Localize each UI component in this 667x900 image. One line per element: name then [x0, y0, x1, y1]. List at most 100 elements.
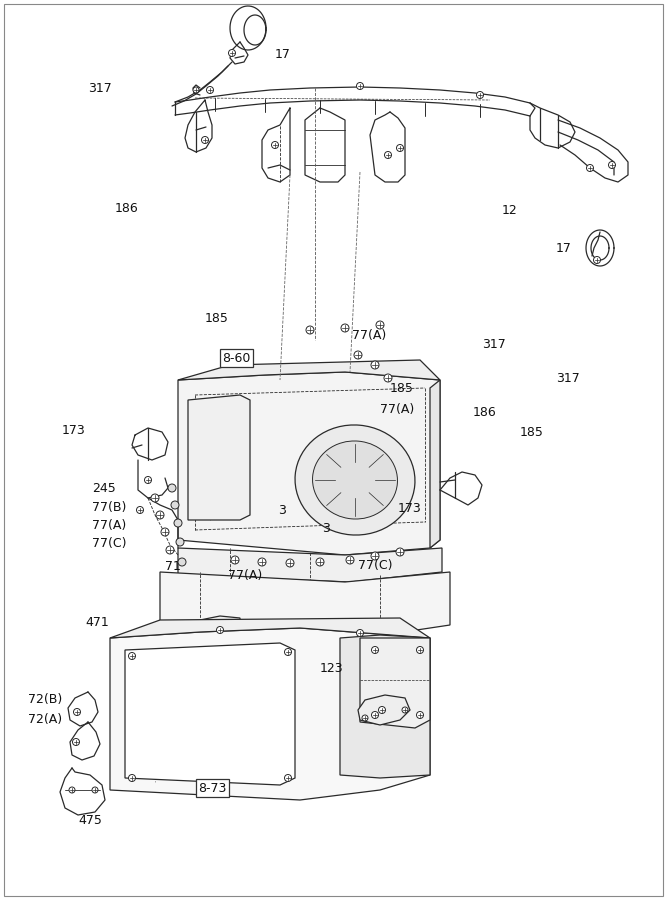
Text: 317: 317 [556, 372, 580, 384]
Circle shape [384, 151, 392, 158]
Circle shape [168, 484, 176, 492]
Circle shape [476, 92, 484, 98]
Circle shape [69, 787, 75, 793]
Circle shape [372, 712, 378, 718]
Text: 8-73: 8-73 [198, 781, 226, 795]
Polygon shape [188, 395, 250, 520]
Text: 77(B): 77(B) [92, 500, 126, 514]
Ellipse shape [313, 441, 398, 519]
Circle shape [231, 556, 239, 564]
Circle shape [171, 501, 179, 509]
Circle shape [416, 646, 424, 653]
Circle shape [145, 476, 151, 483]
Circle shape [174, 519, 182, 527]
Polygon shape [110, 618, 430, 638]
Polygon shape [200, 616, 240, 642]
Polygon shape [360, 638, 430, 728]
Circle shape [306, 326, 314, 334]
Circle shape [396, 548, 404, 556]
Circle shape [396, 145, 404, 151]
Polygon shape [178, 548, 442, 582]
Circle shape [371, 361, 379, 369]
Circle shape [271, 141, 279, 149]
Text: 185: 185 [205, 311, 229, 325]
Text: 71: 71 [165, 560, 181, 572]
Polygon shape [430, 380, 440, 548]
Text: 173: 173 [398, 501, 422, 515]
Text: 475: 475 [78, 814, 102, 826]
Circle shape [356, 629, 364, 636]
Text: 3: 3 [322, 521, 330, 535]
Polygon shape [358, 695, 410, 725]
Text: 8-60: 8-60 [222, 352, 250, 365]
Circle shape [341, 324, 349, 332]
Text: 186: 186 [115, 202, 139, 214]
Circle shape [362, 715, 368, 721]
Text: 245: 245 [92, 482, 116, 494]
Text: 123: 123 [320, 662, 344, 674]
Circle shape [316, 558, 324, 566]
Polygon shape [178, 360, 440, 380]
Text: 186: 186 [473, 407, 497, 419]
Text: 185: 185 [390, 382, 414, 394]
Text: 72(A): 72(A) [28, 714, 62, 726]
Text: 317: 317 [482, 338, 506, 352]
Circle shape [285, 649, 291, 655]
Text: 17: 17 [556, 241, 572, 255]
Text: 72(B): 72(B) [28, 694, 62, 706]
Circle shape [384, 374, 392, 382]
Circle shape [201, 137, 209, 143]
Circle shape [207, 86, 213, 94]
Circle shape [92, 787, 98, 793]
Text: 317: 317 [88, 82, 112, 94]
Circle shape [137, 507, 143, 514]
Circle shape [376, 321, 384, 329]
Circle shape [286, 559, 294, 567]
Circle shape [176, 538, 184, 546]
Text: 77(C): 77(C) [92, 536, 127, 550]
Text: 3: 3 [278, 503, 286, 517]
Circle shape [372, 646, 378, 653]
Circle shape [129, 652, 135, 660]
Circle shape [594, 256, 600, 264]
Circle shape [161, 528, 169, 536]
Polygon shape [178, 372, 440, 555]
Text: 471: 471 [85, 616, 109, 629]
Circle shape [258, 558, 266, 566]
Circle shape [285, 775, 291, 781]
Polygon shape [125, 643, 295, 785]
Circle shape [608, 161, 616, 168]
Circle shape [166, 546, 174, 554]
Circle shape [378, 706, 386, 714]
Circle shape [354, 351, 362, 359]
Text: 77(A): 77(A) [352, 329, 386, 343]
Circle shape [156, 511, 164, 519]
Circle shape [73, 739, 79, 745]
Text: 17: 17 [275, 49, 291, 61]
Text: 12: 12 [502, 203, 518, 217]
Polygon shape [110, 628, 430, 800]
Text: 77(A): 77(A) [380, 403, 414, 417]
Text: 173: 173 [62, 424, 86, 436]
Circle shape [356, 83, 364, 89]
Polygon shape [340, 635, 430, 778]
Text: 77(A): 77(A) [228, 570, 262, 582]
Polygon shape [340, 620, 380, 647]
Circle shape [151, 494, 159, 502]
Circle shape [371, 552, 379, 560]
Circle shape [229, 50, 235, 57]
Text: 77(A): 77(A) [92, 518, 126, 532]
Circle shape [193, 87, 199, 93]
Circle shape [346, 556, 354, 564]
Circle shape [586, 165, 594, 172]
Circle shape [178, 558, 186, 566]
Circle shape [73, 708, 81, 716]
Circle shape [129, 775, 135, 781]
Text: 77(C): 77(C) [358, 559, 392, 572]
Polygon shape [160, 572, 450, 640]
Circle shape [416, 712, 424, 718]
Circle shape [217, 626, 223, 634]
Text: 185: 185 [520, 426, 544, 438]
Circle shape [402, 707, 408, 713]
Ellipse shape [295, 425, 415, 535]
